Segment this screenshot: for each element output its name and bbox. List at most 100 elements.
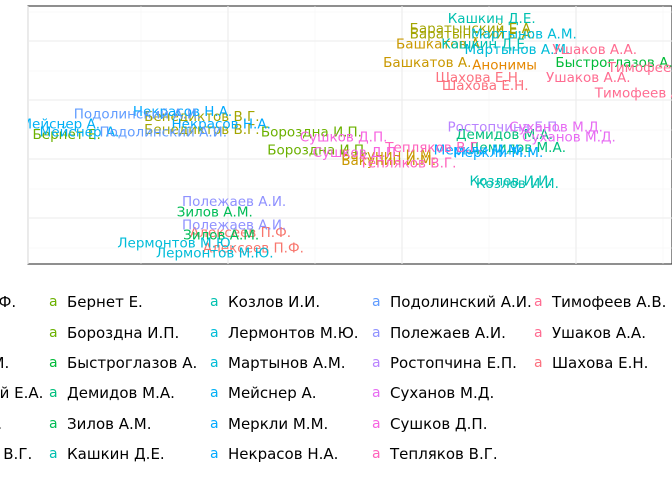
legend-label: Подолинский А.И.: [390, 293, 532, 311]
legend-entry: a Бернет Е.: [49, 293, 143, 311]
point-label: Лермонтов М.Ю.: [156, 246, 273, 262]
legend-entry: a Демидов М.А.: [49, 384, 175, 402]
legend-label: Бернет Е.: [67, 293, 143, 311]
point-label: Козлов И.И.: [470, 173, 553, 189]
legend-key: a: [49, 294, 58, 310]
point-label: Бакунин И.М.: [341, 153, 436, 169]
legend-key: a: [49, 355, 58, 371]
legend-entry: a Ушаков А.А.: [534, 324, 646, 342]
legend-entry: a Быстроглазов А.: [49, 354, 197, 372]
grid-lines: [27, 6, 672, 264]
point-label: Кашкин Д.Е.: [448, 11, 536, 27]
legend-label: Меркли М.М.: [228, 415, 328, 433]
legend-label: Бакунин И.М.: [0, 354, 9, 372]
point-label: Сушков Д.П.: [313, 145, 401, 161]
legend-key: a: [534, 294, 543, 310]
legend-label: Козлов И.И.: [228, 293, 320, 311]
legend-key: a: [372, 446, 381, 462]
legend-label: Кашкин Д.Е.: [67, 445, 165, 463]
point-label: Бакунин И.М.: [341, 148, 436, 164]
legend-entry: a Суханов М.Д.: [372, 384, 494, 402]
point-label: Полежаев А.И.: [182, 217, 286, 233]
point-label: Баратынский Е.А.: [410, 21, 536, 37]
point-label: Демидов М.А.: [469, 140, 566, 156]
point-label: Козлов И.И.: [476, 176, 559, 192]
legend-key: a: [210, 325, 219, 341]
legend-entry: aБашкатов А.: [0, 415, 2, 433]
point-label: Тепляков В.Г.: [384, 140, 482, 156]
point-label: Алексеев П.Ф.: [203, 241, 304, 257]
legend-entry: aБакунин И.М.: [0, 354, 9, 372]
legend-label: Демидов М.А.: [67, 384, 175, 402]
legend-entry: a Подолинский А.И.: [372, 293, 532, 311]
legend-entry: a Зилов А.М.: [49, 415, 151, 433]
point-label: Сушков Д.П.: [300, 130, 388, 146]
legend-key: a: [210, 385, 219, 401]
point-label: Полежаев А.И.: [182, 194, 286, 210]
point-label: Лермонтов М.Ю.: [117, 235, 234, 251]
point-label: Бороздна И.П.: [261, 124, 362, 140]
legend-entry: a Шахова Е.Н.: [534, 354, 648, 372]
legend-entry: aАлексеев П.Ф.: [0, 293, 16, 311]
point-label: Меркли М.М.: [453, 145, 543, 161]
point-label: Суханов М.Д.: [509, 119, 603, 135]
point-label: Некрасов Н.А.: [133, 104, 232, 120]
point-label: Анонимы: [472, 57, 537, 73]
legend-key: a: [210, 416, 219, 432]
legend-label: Сушков Д.П.: [390, 415, 487, 433]
legend-label: Бороздна И.П.: [67, 324, 179, 342]
point-label: Ростопчина Е.П.: [447, 119, 561, 135]
point-labels: Алексеев П.Ф.Алексеев П.Ф. Анонимы Бакунин…: [28, 11, 672, 262]
legend-label: Мартынов А.М.: [228, 354, 346, 372]
point-label: Тимофеев А.В.: [594, 86, 672, 102]
point-label: Бенедиктов В.Г.: [144, 122, 259, 138]
legend-entry: a Кашкин Д.Е.: [49, 445, 165, 463]
legend-label: Быстроглазов А.: [67, 354, 197, 372]
point-label: Зилов А.М.: [183, 228, 259, 244]
legend-label: Мейснер А.: [228, 384, 317, 402]
legend-label: Суханов М.Д.: [390, 384, 494, 402]
legend-entry: a Лермонтов М.Ю.: [210, 324, 359, 342]
legend-key: a: [49, 325, 58, 341]
legend-entry: a Бороздна И.П.: [49, 324, 179, 342]
legend-entry: aБаратынский Е.А.: [0, 384, 43, 402]
legend-key: a: [372, 416, 381, 432]
legend-key: a: [372, 325, 381, 341]
legend-label: Некрасов Н.А.: [228, 445, 338, 463]
legend-key: a: [534, 325, 543, 341]
point-label: Алексеев П.Ф.: [190, 225, 291, 241]
point-label: Суханов М.Д.: [522, 130, 616, 146]
legend-label: Тепляков В.Г.: [389, 445, 498, 463]
point-label: Зилов А.М.: [177, 204, 253, 220]
legend-entry: a Некрасов Н.А.: [210, 445, 338, 463]
point-label: Быстроглазов А.: [555, 55, 672, 71]
point-label: Демидов М.А.: [456, 127, 553, 143]
legend-label: Алексеев П.Ф.: [0, 293, 16, 311]
legend-label: Бенедиктов В.Г.: [0, 445, 32, 463]
legend-entry: a Полежаев А.И.: [372, 324, 506, 342]
point-label: Бороздна И.П.: [267, 142, 368, 158]
legend-key: a: [210, 446, 219, 462]
legend-entry: a Тимофеев А.В.: [534, 293, 666, 311]
point-label: Шахова Е.Н.: [442, 78, 529, 94]
legend-entry: a Мейснер А.: [210, 384, 317, 402]
point-label: Башкатов А.: [396, 37, 484, 53]
point-label: Тепляков В.Г.: [359, 155, 457, 171]
point-label: Бенедиктов В.Г.: [144, 109, 259, 125]
legend-key: a: [49, 385, 58, 401]
point-label: Шахова Е.Н.: [435, 70, 522, 86]
legend-entry: a Ростопчина Е.П.: [372, 354, 517, 372]
legend-entry: a Меркли М.М.: [210, 415, 328, 433]
point-label: Меркли М.М.: [434, 142, 524, 158]
point-label: Баратынский Е.А.: [410, 26, 536, 42]
point-label: Подолинский А.И.: [99, 124, 227, 140]
legend-label: Ушаков А.А.: [552, 324, 646, 342]
point-label: Ушаков А.А.: [546, 70, 631, 86]
legend-entry: a Козлов И.И.: [210, 293, 320, 311]
point-label: Кашкин Д.Е.: [441, 37, 529, 53]
legend-entry: a Мартынов А.М.: [210, 354, 346, 372]
legend-entry: aБенедиктов В.Г.: [0, 445, 32, 463]
point-label: Ушаков А.А.: [552, 42, 637, 58]
legend-entry: a Тепляков В.Г.: [372, 445, 498, 463]
